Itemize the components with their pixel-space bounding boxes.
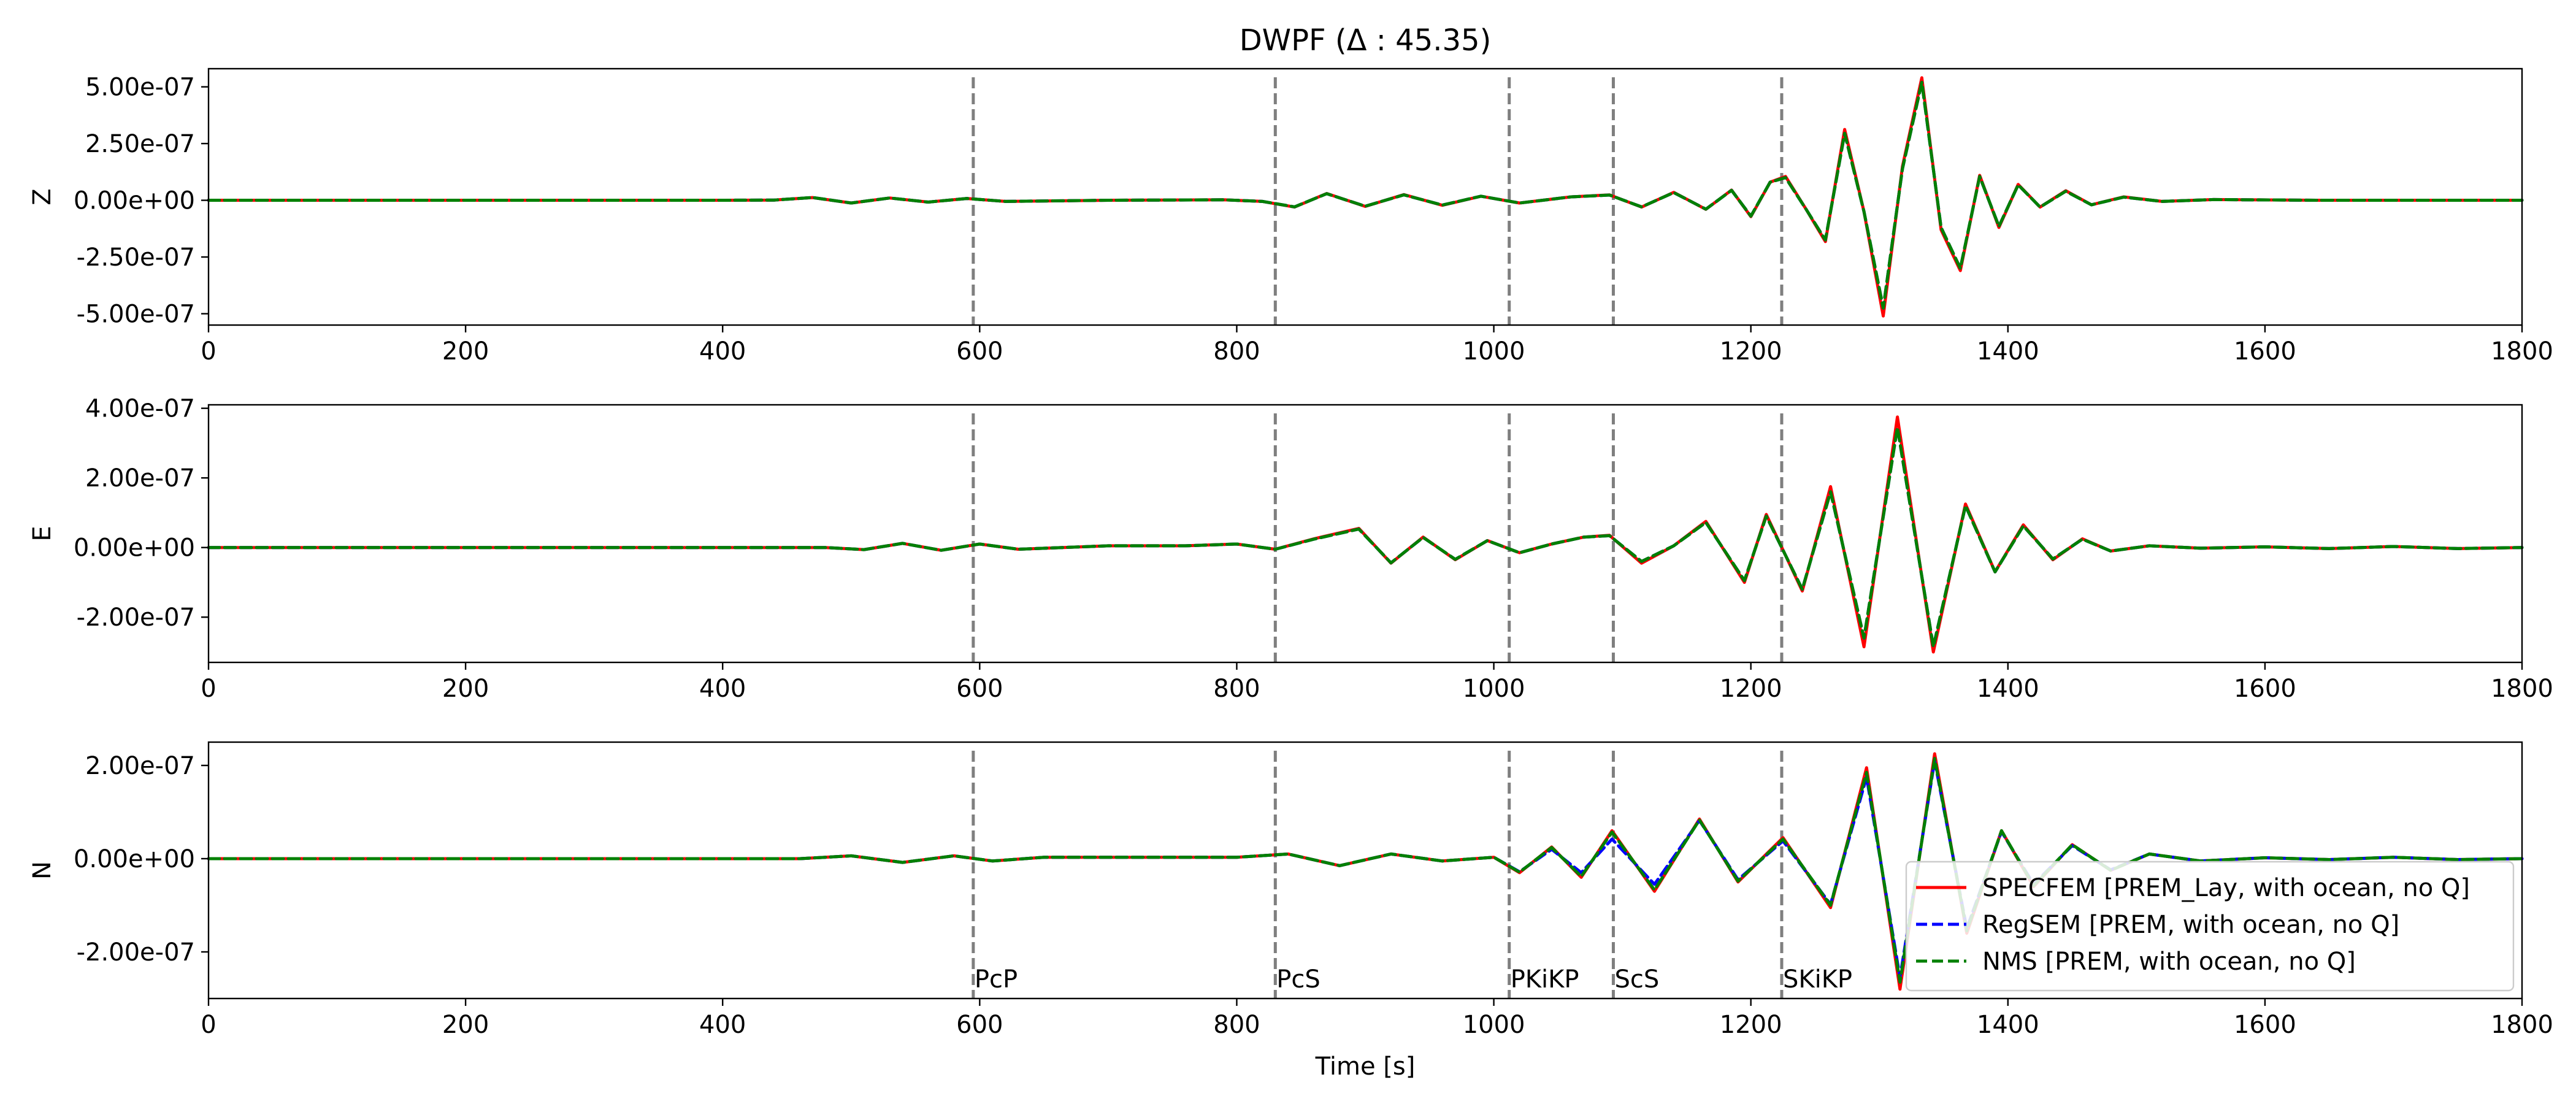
x-tick-label: 1000 [1463,1011,1525,1039]
y-tick-label: 0.00e+00 [74,534,195,562]
phase-label-pcp: PcP [975,965,1018,994]
x-tick-label: 0 [201,1011,216,1039]
x-tick-label: 600 [956,675,1003,703]
x-tick-label: 1600 [2234,337,2296,366]
x-tick-label: 1400 [1977,337,2039,366]
x-tick-label: 1800 [2491,1011,2553,1039]
phase-label-scs: ScS [1614,965,1659,994]
y-tick-label: -2.50e-07 [77,243,195,272]
x-tick-label: 800 [1213,675,1260,703]
x-tick-label: 1400 [1977,1011,2039,1039]
x-tick-label: 1400 [1977,675,2039,703]
x-tick-label: 1200 [1720,337,1782,366]
phase-label-pcs: PcS [1276,965,1321,994]
y-axis-label: E [28,526,56,541]
figure-title: DWPF (Δ : 45.35) [1240,23,1492,58]
x-tick-label: 200 [442,675,489,703]
x-tick-label: 0 [201,675,216,703]
y-tick-label: 2.50e-07 [85,130,195,158]
x-tick-label: 800 [1213,1011,1260,1039]
x-axis-label: Time [s] [1315,1052,1416,1081]
y-tick-label: -2.00e-07 [77,938,195,967]
x-tick-label: 400 [699,675,746,703]
x-tick-label: 1800 [2491,337,2553,366]
phase-label-pkikp: PKiKP [1511,965,1579,994]
y-tick-label: 2.00e-07 [85,752,195,780]
x-tick-label: 400 [699,1011,746,1039]
x-tick-label: 800 [1213,337,1260,366]
legend-label-regsem: RegSEM [PREM, with ocean, no Q] [1982,911,2399,939]
y-axis-label: Z [28,188,56,205]
x-tick-label: 1200 [1720,1011,1782,1039]
x-tick-label: 1000 [1463,337,1525,366]
x-tick-label: 1200 [1720,675,1782,703]
x-tick-label: 1000 [1463,675,1525,703]
y-tick-label: 5.00e-07 [85,74,195,102]
x-tick-label: 1600 [2234,1011,2296,1039]
x-tick-label: 600 [956,337,1003,366]
x-tick-label: 0 [201,337,216,366]
legend: SPECFEM [PREM_Lay, with ocean, no Q] RegS… [1906,862,2513,991]
y-axis-label: N [28,861,56,880]
y-tick-label: 2.00e-07 [85,464,195,493]
y-tick-label: 0.00e+00 [74,187,195,215]
y-tick-label: -2.00e-07 [77,604,195,632]
x-tick-label: 1800 [2491,675,2553,703]
y-tick-label: -5.00e-07 [77,301,195,329]
legend-label-nms: NMS [PREM, with ocean, no Q] [1982,948,2356,976]
x-tick-label: 200 [442,337,489,366]
legend-label-specfem: SPECFEM [PREM_Lay, with ocean, no Q] [1982,874,2470,902]
x-tick-label: 400 [699,337,746,366]
phase-label-skikp: SKiKP [1783,965,1852,994]
y-tick-label: 0.00e+00 [74,845,195,873]
x-tick-label: 600 [956,1011,1003,1039]
x-tick-label: 1600 [2234,675,2296,703]
y-tick-label: 4.00e-07 [85,395,195,423]
x-tick-label: 200 [442,1011,489,1039]
